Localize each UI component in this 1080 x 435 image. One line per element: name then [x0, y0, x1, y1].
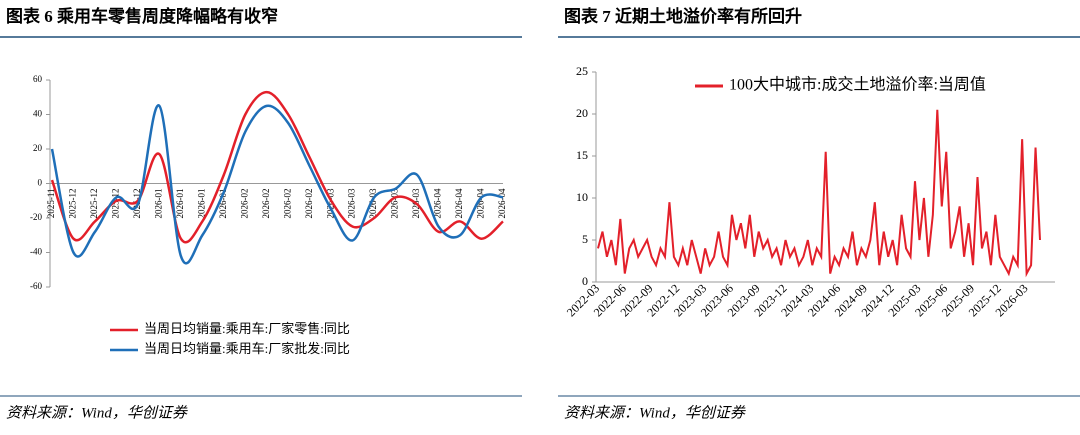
y-tick-label: 5 [582, 232, 588, 246]
y-tick-label: 60 [33, 74, 43, 84]
x-tick-label: 2025-12 [68, 189, 78, 219]
y-tick-label: -60 [30, 281, 42, 291]
chart-title: 图表 7 近期土地溢价率有所回升 [564, 6, 802, 26]
x-tick-label: 2026-04 [497, 188, 507, 218]
y-tick-label: 40 [33, 109, 43, 119]
x-tick-label: 2026-03 [390, 188, 400, 218]
y-tick-label: 0 [38, 178, 43, 188]
chart-title: 图表 6 乘用车零售周度降幅略有收窄 [6, 6, 278, 26]
y-tick-label: 0 [582, 274, 588, 288]
series-line [50, 90, 504, 244]
y-tick-label: 15 [576, 148, 588, 162]
x-tick-label: 2025-11 [46, 189, 56, 219]
x-tick-label: 2026-01 [175, 189, 185, 219]
x-tick-label: 2025-12 [110, 189, 120, 219]
x-tick-label: 2026-03 [368, 188, 378, 218]
y-tick-label: -40 [30, 247, 42, 257]
legend-label: 当周日均销量:乘用车:厂家批发:同比 [144, 341, 350, 356]
y-tick-label: 10 [576, 190, 588, 204]
y-tick-label: 20 [33, 143, 43, 153]
x-tick-label: 2026-02 [282, 189, 292, 219]
x-tick-label: 2026-01 [196, 189, 206, 219]
x-tick-label: 2026-03 [325, 188, 335, 218]
x-tick-label: 2026-04 [433, 188, 443, 218]
y-tick-label: 25 [576, 64, 588, 78]
y-tick-label: 20 [576, 106, 588, 120]
x-tick-label: 2026-02 [239, 188, 249, 218]
series-line [597, 109, 1041, 278]
x-tick-label: 2026-02 [304, 189, 314, 219]
series-line [50, 104, 504, 265]
x-tick-label: 2026-01 [153, 189, 163, 219]
x-tick-label: 2026-04 [476, 188, 486, 218]
legend-label: 100大中城市:成交土地溢价率:当周值 [729, 76, 986, 94]
x-tick-label: 2026-03 [347, 188, 357, 218]
source: 资料来源：Wind，华创证券 [6, 404, 188, 421]
legend-label: 当周日均销量:乘用车:厂家零售:同比 [144, 321, 350, 336]
x-tick-label: 2026-01 [218, 189, 228, 219]
x-tick-label: 2026-02 [261, 189, 271, 219]
x-tick-label: 2025-12 [89, 189, 99, 219]
source: 资料来源：Wind，华创证券 [564, 404, 746, 421]
x-tick-label: 2026-04 [454, 188, 464, 218]
y-tick-label: -20 [30, 212, 42, 222]
